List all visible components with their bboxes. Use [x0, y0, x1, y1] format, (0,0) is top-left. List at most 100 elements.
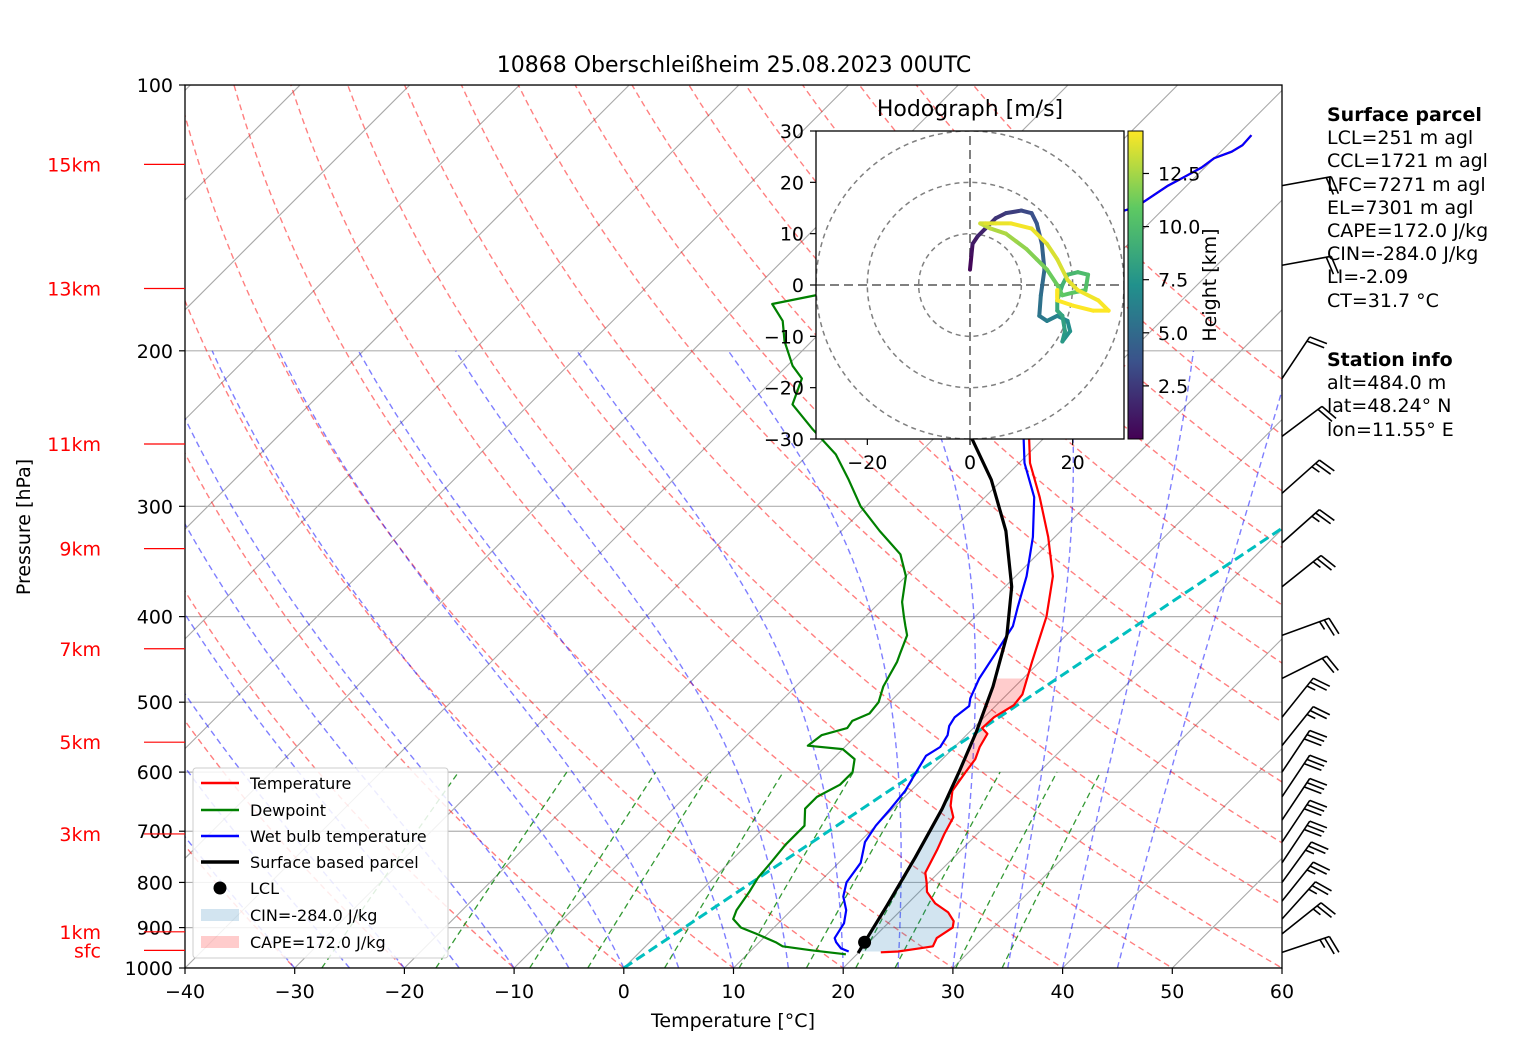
- wind-barb-full: [1306, 781, 1325, 791]
- isotherm-line: [185, 85, 740, 640]
- dry-adiabat: [574, 85, 1282, 783]
- wind-barb-full: [1306, 803, 1325, 812]
- mixing-ratio-line: [529, 771, 657, 968]
- height-label: 3km: [59, 824, 101, 846]
- wind-barb: [1281, 820, 1328, 864]
- hodograph-segment: [1003, 208, 1024, 216]
- hodograph-segment: [1024, 247, 1039, 262]
- mixing-ratio-line: [738, 771, 854, 968]
- hodograph-segment: [1003, 231, 1019, 244]
- info-alt: alt=484.0 m: [1327, 372, 1447, 395]
- wind-barb-full: [1323, 619, 1335, 636]
- wind-barb-half: [1318, 621, 1326, 630]
- legend-swatch-lcl: [213, 881, 227, 895]
- legend-label-dewpoint: Dewpoint: [250, 801, 326, 820]
- wind-barb-staff: [1281, 459, 1320, 494]
- wind-barb-half: [1306, 713, 1316, 720]
- hodograph-colorbar: [1127, 130, 1144, 440]
- y-tick-label: 800: [137, 872, 173, 894]
- x-tick-label: 60: [1270, 981, 1294, 1003]
- isotherm-line: [842, 528, 1282, 968]
- wind-barb-full: [1309, 754, 1328, 763]
- dry-adiabat: [460, 85, 1282, 906]
- dry-adiabat: [290, 85, 1064, 968]
- moist-adiabat: [278, 350, 680, 968]
- wind-barb: [1281, 336, 1328, 379]
- station-info: Station info alt=484.0 m lat=48.24° N lo…: [1327, 349, 1454, 442]
- info-lfc: LFC=7271 m agl: [1327, 173, 1486, 196]
- wind-barb-staff: [1281, 677, 1314, 718]
- wind-barb: [1281, 902, 1336, 935]
- wind-barb: [1281, 935, 1340, 955]
- wind-barb: [1281, 705, 1331, 747]
- wind-barb-full: [1309, 709, 1328, 720]
- colorbar-tick-label: 12.5: [1158, 163, 1200, 185]
- dry-adiabat: [744, 85, 1282, 606]
- hodograph-segment: [988, 226, 1008, 236]
- station-info-heading: Station info: [1327, 349, 1453, 371]
- wind-barb-staff: [1281, 405, 1323, 438]
- wind-barb-full: [1306, 733, 1325, 743]
- wind-barb: [1281, 459, 1335, 494]
- hodograph-segment: [968, 252, 974, 272]
- moist-adiabat: [1007, 350, 1075, 968]
- wind-barb: [1281, 729, 1328, 773]
- hodograph-y-tick-label: 30: [780, 121, 804, 143]
- wind-barb-staff: [1281, 554, 1322, 588]
- wind-barb-full: [1321, 405, 1337, 419]
- wind-barb-full: [1309, 799, 1328, 808]
- height-label: sfc: [74, 940, 101, 962]
- y-tick-label: 100: [137, 75, 173, 97]
- wind-barb-staff: [1281, 881, 1317, 920]
- wind-barb-staff: [1281, 902, 1322, 935]
- dry-adiabat: [185, 112, 845, 968]
- hodograph-y-tick-label: −20: [764, 378, 804, 400]
- wind-barb-half: [1306, 869, 1316, 875]
- colorbar-tick-label: 10.0: [1158, 217, 1200, 239]
- info-cin: CIN=-284.0 J/kg: [1327, 243, 1479, 266]
- wind-barb-full: [1325, 177, 1335, 195]
- wind-barb-full: [1326, 655, 1339, 671]
- wind-barb-staff: [1281, 730, 1311, 773]
- hodograph-segment: [1045, 241, 1060, 262]
- moist-adiabat: [1116, 387, 1282, 968]
- wind-barb-full: [1311, 841, 1329, 851]
- wind-barb-full: [1318, 508, 1335, 522]
- wind-barb: [1281, 799, 1328, 843]
- wind-barb-full: [1312, 677, 1331, 688]
- legend-label-wetbulb: Wet bulb temperature: [250, 827, 427, 846]
- x-tick-label: −20: [384, 981, 424, 1003]
- wind-barb-full: [1306, 824, 1325, 833]
- x-tick-label: 10: [721, 981, 745, 1003]
- wind-barb: [1281, 655, 1339, 680]
- hodograph-segment: [1045, 267, 1060, 287]
- y-tick-label: 900: [137, 918, 173, 940]
- hodograph-y-tick-label: 10: [780, 224, 804, 246]
- wind-barb-half: [1311, 515, 1320, 523]
- skewt-axes: −40 −30 −20 −10 0 10 20 30 40 50 60100090080070060…: [47, 75, 1294, 1003]
- reference-dashed-line: [622, 526, 1282, 968]
- mixing-ratio-line: [435, 771, 568, 968]
- wind-barb-full: [1318, 459, 1335, 472]
- isotherm-line: [952, 638, 1282, 968]
- wind-barb-full: [1303, 786, 1322, 795]
- dry-adiabat: [517, 85, 1282, 844]
- isotherm-line: [185, 85, 520, 421]
- moist-adiabat: [727, 350, 902, 968]
- wind-barb-full: [1309, 729, 1328, 738]
- dry-adiabat: [688, 85, 1282, 664]
- x-tick-label: −10: [494, 981, 534, 1003]
- y-axis-label: Pressure [hPa]: [13, 459, 35, 595]
- y-tick-label: 700: [137, 821, 173, 843]
- wind-barb-half: [1305, 849, 1315, 855]
- wind-barb: [1281, 617, 1340, 637]
- moist-adiabat: [211, 350, 625, 968]
- wind-barb-half: [1312, 561, 1321, 569]
- wind-barb-full: [1315, 512, 1332, 525]
- x-tick-label: 20: [831, 981, 855, 1003]
- hodograph-y-tick-label: 0: [792, 275, 804, 297]
- wind-barb-staff: [1281, 255, 1332, 267]
- wind-barb: [1281, 554, 1336, 588]
- legend-label-lcl: LCL: [250, 879, 279, 898]
